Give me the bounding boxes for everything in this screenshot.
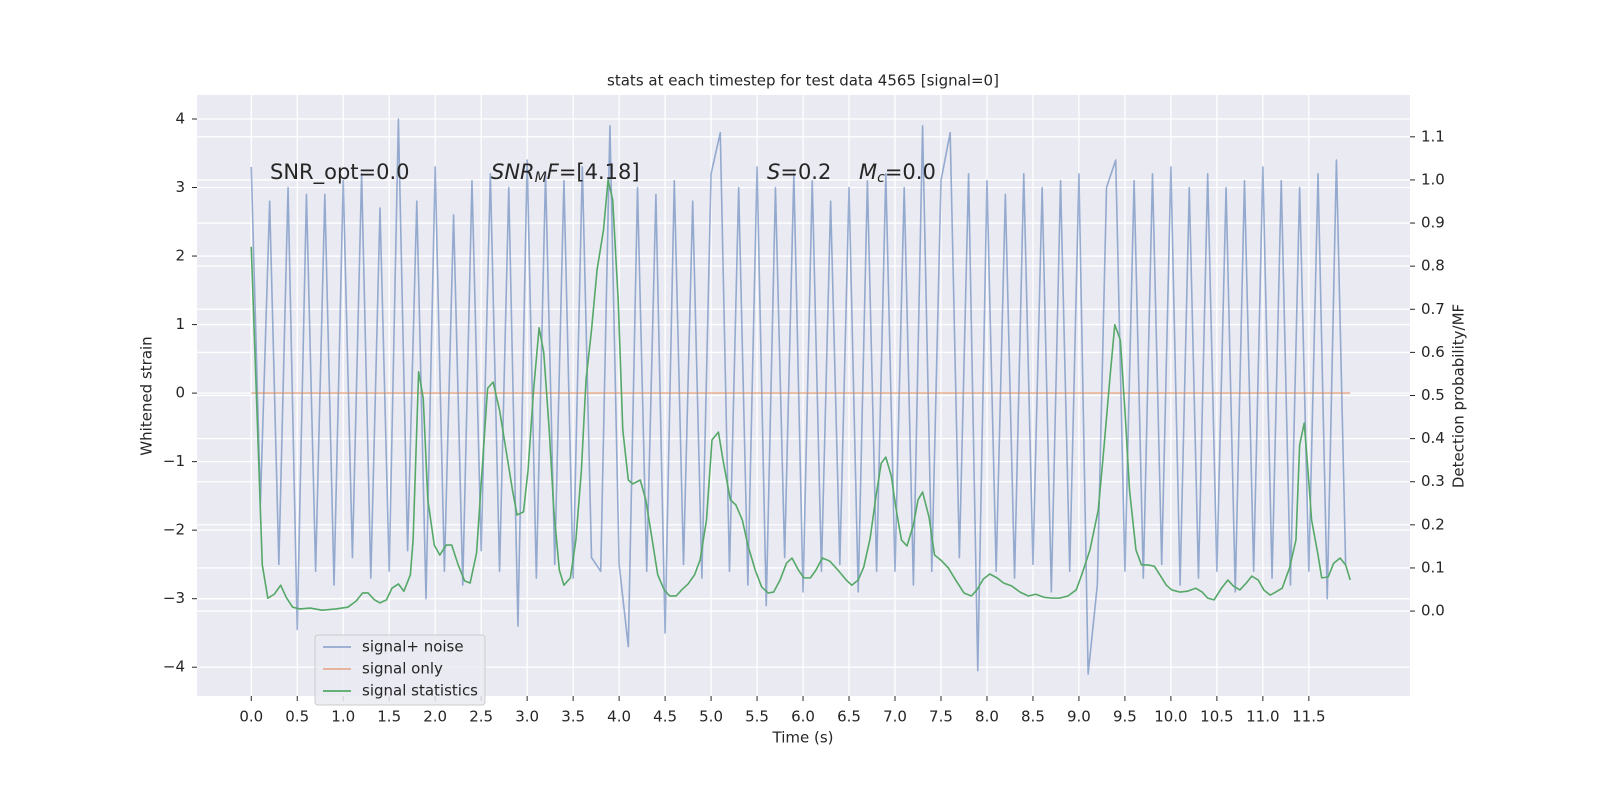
x-tick-label: 2.0: [423, 708, 447, 726]
legend-box: [314, 634, 486, 706]
y2-tick-label: 1.1: [1421, 127, 1445, 145]
annotation: SNRMF=[4.18]: [491, 160, 640, 186]
annotation: Mc=0.0: [859, 160, 936, 186]
y2-tick-label: 0.4: [1421, 429, 1445, 447]
series-line: [250, 179, 1351, 612]
annotation-part: SNR: [491, 160, 535, 184]
x-tick-label: 0.5: [285, 708, 309, 726]
annotation-part: =0.0: [885, 160, 936, 184]
y-tick-label: 1: [175, 315, 185, 333]
y-tick-label: 2: [175, 247, 185, 265]
y2-tick-label: 0.5: [1421, 386, 1445, 404]
x-tick-label: 6.5: [837, 708, 861, 726]
legend: signal+ noise signal only signal statistic…: [314, 634, 486, 706]
y2-tick-label: 1.0: [1421, 170, 1445, 188]
x-tick-label: 10.0: [1154, 708, 1187, 726]
x-tick-label: 9.0: [1067, 708, 1091, 726]
x-tick-label: 8.0: [975, 708, 999, 726]
x-tick-label: 6.0: [791, 708, 815, 726]
series-line: [250, 118, 1347, 675]
x-tick-label: 9.5: [1113, 708, 1137, 726]
y-tick-label: −1: [163, 452, 185, 470]
x-tick-label: 11.0: [1246, 708, 1279, 726]
annotation-part: =[4.18]: [559, 160, 640, 184]
x-tick-label: 1.0: [331, 708, 355, 726]
annotation: SNR_opt=0.0: [270, 160, 410, 185]
annotation-part: S: [767, 160, 780, 184]
y2-tick-label: 0.7: [1421, 300, 1445, 318]
x-tick-label: 8.5: [1021, 708, 1045, 726]
y2-tick-label: 0.0: [1421, 602, 1445, 620]
y2-tick-label: 0.8: [1421, 257, 1445, 275]
x-tick-label: 7.5: [929, 708, 953, 726]
y-tick-label: −3: [163, 589, 185, 607]
y2-tick-label: 0.3: [1421, 472, 1445, 490]
annotation-part: SNR_opt=0.0: [270, 160, 410, 185]
legend-label: signal statistics: [362, 682, 478, 700]
x-tick-label: 5.5: [745, 708, 769, 726]
annotation-part: M: [535, 170, 547, 186]
chart-title: stats at each timestep for test data 456…: [607, 72, 999, 90]
y2-tick-label: 0.9: [1421, 214, 1445, 232]
x-tick-label: 11.5: [1292, 708, 1325, 726]
x-tick-label: 5.0: [699, 708, 723, 726]
x-axis-label: Time (s): [772, 729, 834, 747]
annotation: S=0.2: [767, 160, 831, 184]
x-tick-label: 4.5: [653, 708, 677, 726]
x-tick-label: 7.0: [883, 708, 907, 726]
x-tick-label: 3.0: [515, 708, 539, 726]
marks: [250, 118, 1351, 675]
annotation-part: c: [877, 170, 885, 186]
x-tick-label: 2.5: [469, 708, 493, 726]
x-tick-label: 3.5: [561, 708, 585, 726]
y-tick-label: 4: [175, 109, 185, 127]
annotation-part: F: [547, 160, 560, 184]
x-tick-label: 4.0: [607, 708, 631, 726]
y2-tick-label: 0.2: [1421, 515, 1445, 533]
y2-tick-label: 0.1: [1421, 558, 1445, 576]
x-tick-label: 10.5: [1200, 708, 1233, 726]
y-tick-label: −4: [163, 658, 185, 676]
legend-label: signal only: [362, 660, 443, 678]
y2-axis-label: Detection probability/MF: [1450, 304, 1468, 488]
y-tick-label: 0: [175, 384, 185, 402]
x-tick-label: 1.5: [377, 708, 401, 726]
y-tick-label: −2: [163, 521, 185, 539]
annotation-part: M: [859, 160, 877, 184]
x-tick-label: 0.0: [239, 708, 263, 726]
y-tick-label: 3: [175, 178, 185, 196]
legend-label: signal+ noise: [362, 638, 464, 656]
y-axis-label: Whitened strain: [138, 336, 156, 455]
annotation-part: =0.2: [780, 160, 831, 184]
y2-tick-label: 0.6: [1421, 343, 1445, 361]
